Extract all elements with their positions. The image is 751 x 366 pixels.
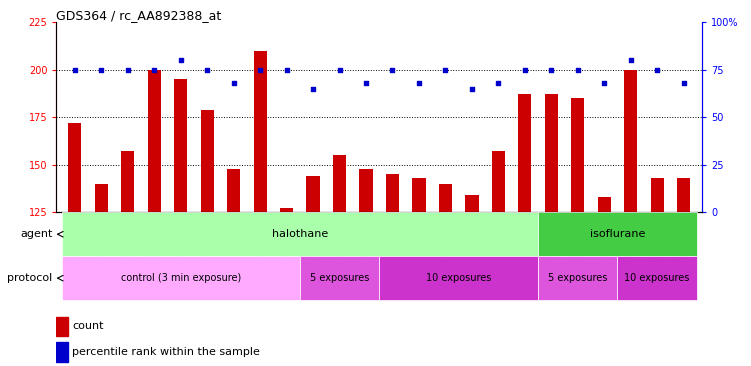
Bar (254, 51, 267, 212)
Point (413, 80, 425, 86)
Point (572, 67, 584, 72)
Bar (538, 212, 697, 256)
Point (69, 67, 81, 72)
Text: 10 exposures: 10 exposures (426, 273, 491, 283)
Text: halothane: halothane (272, 229, 328, 239)
Bar (56, 317, 68, 336)
Bar (62, 256, 300, 300)
Point (439, 67, 451, 72)
Bar (56, 343, 68, 362)
Point (360, 80, 372, 86)
Text: 5 exposures: 5 exposures (310, 273, 369, 283)
Bar (148, 70, 161, 212)
Bar (538, 256, 617, 300)
Bar (306, 176, 320, 212)
Text: agent: agent (20, 229, 53, 239)
Bar (227, 168, 240, 212)
Bar (544, 94, 558, 212)
Text: percentile rank within the sample: percentile rank within the sample (72, 347, 261, 357)
Bar (572, 98, 584, 212)
Bar (412, 178, 426, 212)
Point (122, 67, 134, 72)
Bar (68, 123, 81, 212)
Bar (201, 109, 214, 212)
Bar (300, 256, 379, 300)
Point (254, 67, 266, 72)
Point (625, 57, 637, 63)
Bar (333, 155, 346, 212)
Point (519, 67, 531, 72)
Bar (624, 70, 638, 212)
Point (307, 86, 319, 92)
Bar (174, 79, 187, 212)
Bar (650, 178, 664, 212)
Point (175, 57, 187, 63)
Point (148, 67, 160, 72)
Bar (379, 256, 538, 300)
Bar (617, 256, 697, 300)
Bar (360, 168, 372, 212)
Point (333, 67, 345, 72)
Point (599, 80, 611, 86)
Text: isoflurane: isoflurane (590, 229, 645, 239)
Point (677, 80, 689, 86)
Bar (677, 178, 690, 212)
Point (387, 67, 399, 72)
Point (281, 67, 293, 72)
Point (493, 80, 505, 86)
Point (545, 67, 557, 72)
Text: 5 exposures: 5 exposures (548, 273, 608, 283)
Text: control (3 min exposure): control (3 min exposure) (121, 273, 241, 283)
Bar (386, 174, 399, 212)
Bar (95, 184, 108, 212)
Bar (492, 152, 505, 212)
Point (201, 67, 213, 72)
Bar (439, 184, 452, 212)
Bar (598, 197, 611, 212)
Bar (466, 195, 478, 212)
Text: GDS364 / rc_AA892388_at: GDS364 / rc_AA892388_at (56, 9, 222, 22)
Bar (518, 94, 532, 212)
Text: count: count (72, 321, 104, 332)
Point (651, 67, 663, 72)
Bar (280, 209, 293, 212)
Point (95, 67, 107, 72)
Bar (121, 152, 134, 212)
Text: 10 exposures: 10 exposures (625, 273, 690, 283)
Point (466, 86, 478, 92)
Text: protocol: protocol (8, 273, 53, 283)
Bar (62, 212, 538, 256)
Point (228, 80, 240, 86)
